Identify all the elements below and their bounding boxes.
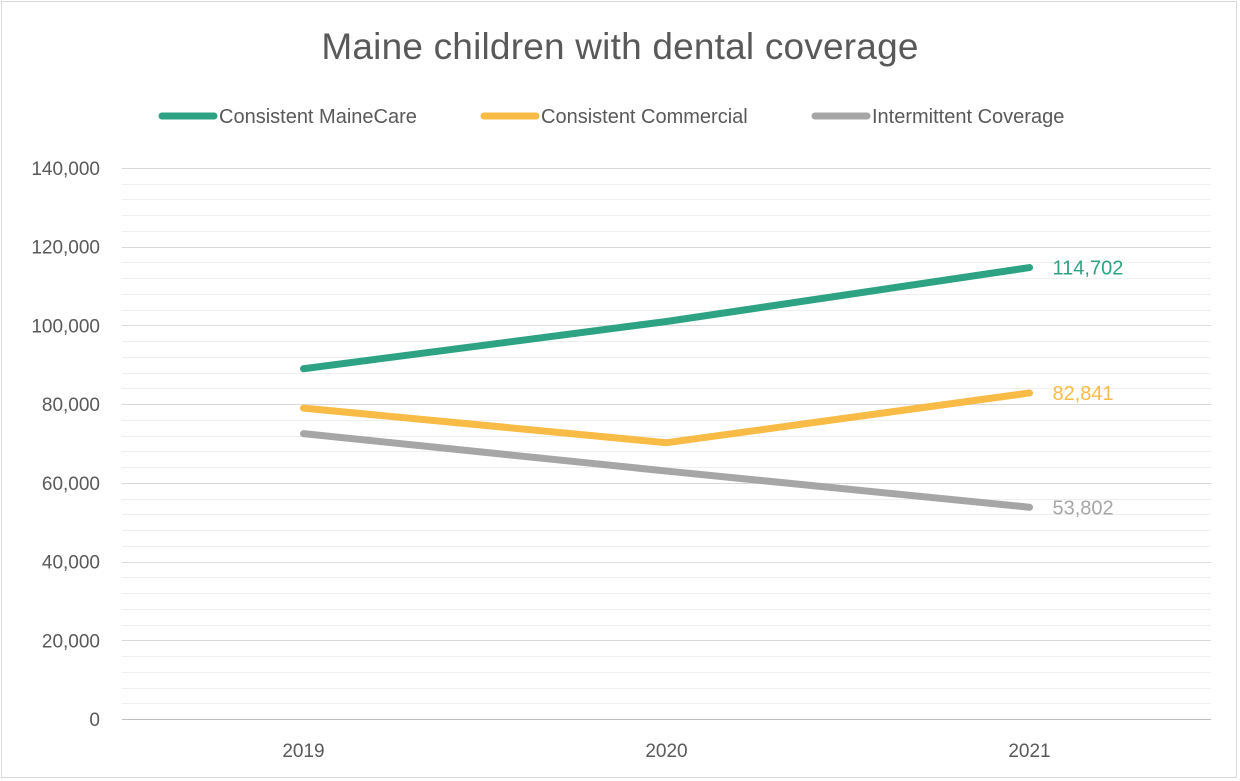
gridlines bbox=[122, 168, 1211, 720]
data-label-2: 82,841 bbox=[1053, 383, 1114, 405]
y-axis-tick-labels: 0 20,000 40,000 60,000 80,000 100,000 120,000 1… bbox=[31, 159, 100, 731]
y-tick-label: 20,000 bbox=[42, 631, 100, 652]
series-lines bbox=[300, 264, 1033, 511]
legend-label-1: Consistent MaineCare bbox=[219, 106, 417, 128]
y-tick-label: 120,000 bbox=[31, 238, 100, 259]
x-axis-tick-labels: 2019 2020 2021 bbox=[282, 741, 1050, 762]
series-line-3 bbox=[300, 430, 1033, 511]
x-tick-label: 2021 bbox=[1008, 741, 1050, 762]
y-tick-label: 40,000 bbox=[42, 553, 100, 574]
chart-title: Maine children with dental coverage bbox=[321, 26, 919, 67]
y-tick-label: 80,000 bbox=[42, 395, 100, 416]
legend-label-2: Consistent Commercial bbox=[541, 106, 748, 128]
y-tick-label: 60,000 bbox=[42, 474, 100, 495]
legend: Consistent MaineCare Consistent Commercia… bbox=[158, 106, 1064, 128]
y-tick-label: 140,000 bbox=[31, 159, 100, 180]
x-tick-label: 2020 bbox=[645, 741, 687, 762]
y-tick-label: 100,000 bbox=[31, 316, 100, 337]
data-label-3: 53,802 bbox=[1053, 497, 1114, 519]
legend-label-3: Intermittent Coverage bbox=[872, 106, 1064, 128]
series-line-1 bbox=[300, 264, 1033, 373]
y-tick-label: 0 bbox=[89, 710, 100, 731]
x-tick-label: 2019 bbox=[282, 741, 324, 762]
data-label-1: 114,702 bbox=[1053, 258, 1124, 280]
data-labels: 114,702 82,841 53,802 bbox=[1053, 258, 1124, 520]
series-line-2 bbox=[300, 389, 1033, 447]
